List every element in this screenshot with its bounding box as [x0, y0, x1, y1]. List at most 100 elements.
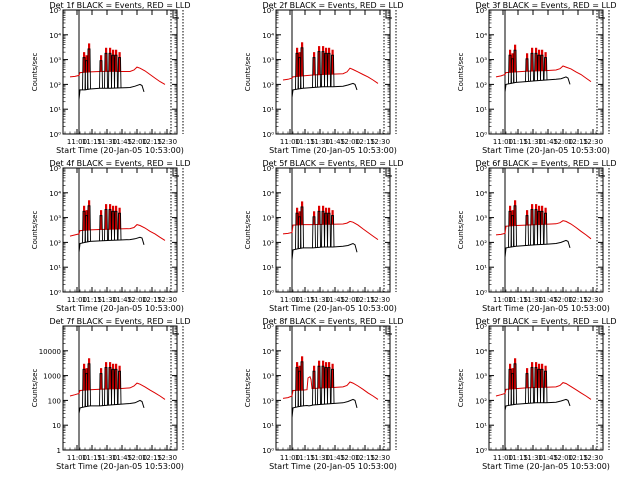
y-axis-label: Counts/sec	[244, 211, 252, 250]
chart-title: Det 7f BLACK = Events, RED = LLD	[49, 317, 190, 326]
x-tick-label: 11:00	[280, 296, 300, 304]
lld-spike	[511, 53, 514, 73]
lld-spike	[535, 204, 538, 225]
x-tick-label: 12:00	[340, 454, 360, 462]
x-tick-label: 11:15	[295, 138, 315, 146]
y-axis-label: Counts/sec	[457, 53, 465, 92]
chart-title: Det 3f BLACK = Events, RED = LLD	[475, 1, 616, 10]
lld-spike	[112, 205, 115, 230]
events-spike	[300, 206, 304, 249]
events-spike	[312, 57, 316, 88]
events-spike	[537, 368, 541, 403]
y-axis-label: Counts/sec	[31, 369, 39, 408]
events-spike	[108, 209, 112, 241]
events-spike	[312, 216, 316, 248]
events-spike	[513, 49, 517, 83]
chart-panel-2: Det 2f BLACK = Events, RED = LLD 10⁰ 10¹ 10…	[244, 1, 404, 155]
lld-spike	[509, 49, 512, 73]
x-tick-label: 12:15	[355, 454, 375, 462]
events-spike	[537, 210, 541, 245]
chart-panel-4: Det 4f BLACK = Events, RED = LLD 10⁰ 10¹ 10…	[31, 159, 191, 313]
chart-panel-3: Det 3f BLACK = Events, RED = LLD 10⁰ 10¹ 10…	[457, 1, 617, 155]
x-tick-label: 11:15	[82, 138, 102, 146]
lld-spike	[100, 368, 103, 390]
events-spike	[540, 368, 544, 403]
lld-spike	[109, 362, 112, 389]
lld-spike	[325, 47, 328, 75]
y-tick-label: 10⁵	[475, 323, 487, 331]
x-tick-label: 11:00	[67, 454, 87, 462]
x-axis-label: Start Time (20-Jan-05 10:53:00)	[56, 304, 184, 313]
x-tick-label: 11:45	[112, 138, 132, 146]
events-spike	[321, 365, 325, 405]
chart-title: Det 8f BLACK = Events, RED = LLD	[262, 317, 403, 326]
lld-spike	[88, 200, 91, 230]
interval-bracket	[598, 326, 605, 335]
events-spike	[108, 52, 112, 89]
x-tick-label: 11:15	[508, 296, 528, 304]
x-tick-label: 11:00	[280, 138, 300, 146]
y-tick-label: 10²	[49, 81, 61, 89]
x-tick-label: 12:00	[127, 454, 147, 462]
lld-spike	[328, 362, 331, 388]
y-tick-label: 10³	[475, 57, 487, 65]
lld-spike	[541, 49, 544, 71]
chart-title: Det 4f BLACK = Events, RED = LLD	[49, 159, 190, 168]
events-spike	[543, 212, 548, 245]
x-tick-label: 11:15	[508, 454, 528, 462]
y-tick-label: 10⁵	[262, 323, 274, 331]
events-spike	[87, 205, 91, 242]
x-tick-label: 11:00	[493, 454, 513, 462]
series-lld-line	[495, 220, 592, 240]
x-tick-label: 12:30	[583, 138, 603, 146]
series-lld-line	[495, 382, 592, 400]
series-lld-line	[69, 382, 166, 400]
chart-title: Det 9f BLACK = Events, RED = LLD	[475, 317, 616, 326]
lld-spike	[322, 46, 325, 75]
lld-spike	[105, 362, 108, 390]
events-spike	[534, 367, 538, 403]
plot-frame	[488, 325, 604, 451]
y-tick-label: 10000	[39, 348, 61, 356]
lld-spike	[511, 368, 514, 389]
interval-bracket	[385, 168, 392, 177]
y-tick-label: 10²	[262, 81, 274, 89]
x-tick-label: 12:15	[568, 454, 588, 462]
events-spike	[324, 212, 328, 248]
y-tick-label: 10⁰	[262, 447, 274, 455]
y-tick-label: 10⁰	[49, 289, 61, 297]
lld-spike	[298, 211, 301, 225]
x-tick-label: 11:30	[310, 454, 330, 462]
events-spike	[104, 209, 108, 241]
lld-spike	[531, 47, 534, 72]
events-spike	[312, 370, 316, 405]
chart-panel-8: Det 8f BLACK = Events, RED = LLD 10⁰ 10¹ 10…	[244, 317, 404, 471]
x-tick-label: 12:00	[340, 138, 360, 146]
y-tick-label: 10⁴	[49, 190, 61, 198]
lld-spike	[118, 52, 121, 72]
x-tick-label: 11:15	[295, 454, 315, 462]
events-spike	[540, 54, 544, 81]
y-tick-label: 10¹	[262, 422, 274, 430]
y-tick-label: 10²	[49, 239, 61, 247]
lld-spike	[83, 363, 86, 391]
series-events-line	[504, 398, 571, 411]
y-tick-label: 10¹	[262, 264, 274, 272]
events-spike	[317, 51, 321, 88]
x-axis-label: Start Time (20-Jan-05 10:53:00)	[269, 146, 397, 155]
series-lld-line	[282, 67, 379, 84]
chart-panel-6: Det 6f BLACK = Events, RED = LLD 10⁰ 10¹ 10…	[457, 159, 617, 313]
lld-spike	[296, 362, 299, 391]
series-lld-line	[282, 375, 379, 400]
events-spike	[104, 52, 108, 89]
x-tick-label: 12:15	[142, 138, 162, 146]
x-tick-label: 12:00	[553, 138, 573, 146]
events-spike	[534, 52, 538, 81]
x-tick-label: 11:30	[97, 138, 117, 146]
x-tick-label: 11:30	[97, 296, 117, 304]
y-tick-label: 10⁵	[262, 7, 274, 15]
events-spike	[327, 212, 331, 248]
x-tick-label: 12:00	[553, 454, 573, 462]
x-tick-label: 11:00	[67, 138, 87, 146]
y-tick-label: 10¹	[49, 264, 61, 272]
